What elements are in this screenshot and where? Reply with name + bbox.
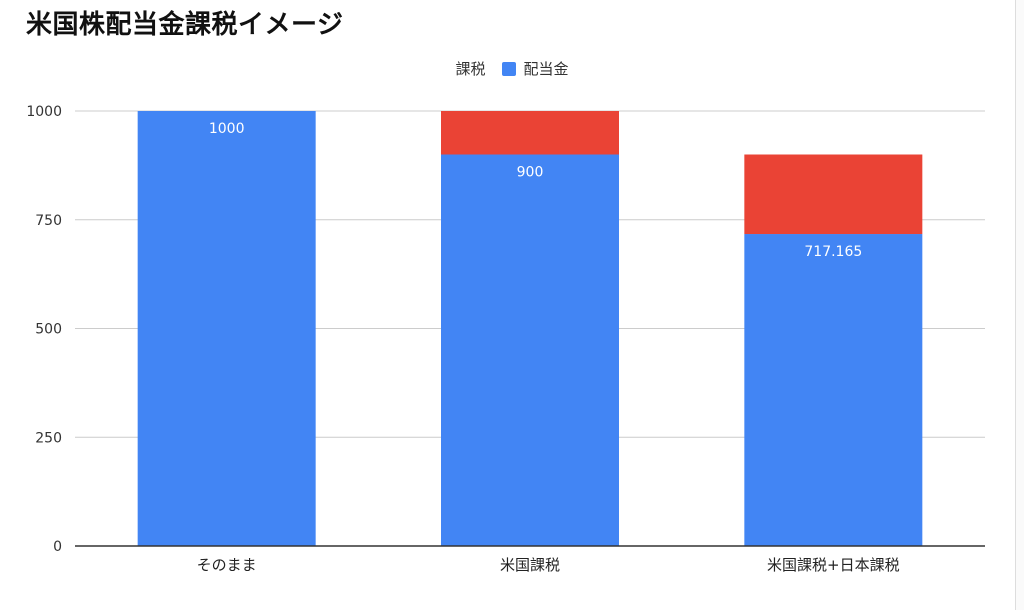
data-label: 900 (517, 165, 544, 181)
bar-segment (441, 154, 619, 546)
chart-legend: 課税 配当金 (0, 58, 1024, 79)
y-tick-label: 1000 (26, 104, 62, 120)
bar-segment (744, 154, 923, 235)
x-tick-label: 米国課税+日本課税 (767, 556, 900, 574)
y-tick-label: 250 (35, 430, 62, 446)
legend-item-tax: 課税 (455, 58, 485, 79)
y-tick-label: 750 (35, 213, 62, 229)
legend-swatch-dividend (501, 61, 516, 76)
bar-segment (441, 111, 619, 155)
x-tick-label: そのまま (197, 556, 257, 574)
data-label: 1000 (209, 121, 245, 137)
x-tick-label: 米国課税 (500, 556, 560, 574)
bar-segment (744, 234, 923, 547)
chart-title: 米国株配当金課税イメージ (26, 10, 344, 40)
y-tick-label: 500 (35, 322, 62, 338)
bar-segment (137, 111, 316, 546)
data-label: 717.165 (804, 244, 862, 260)
legend-label-tax: 課税 (455, 60, 486, 78)
y-tick-label: 0 (53, 539, 62, 555)
legend-label-dividend: 配当金 (523, 60, 569, 78)
legend-item-dividend: 配当金 (501, 58, 569, 79)
window-edge (1015, 0, 1024, 610)
